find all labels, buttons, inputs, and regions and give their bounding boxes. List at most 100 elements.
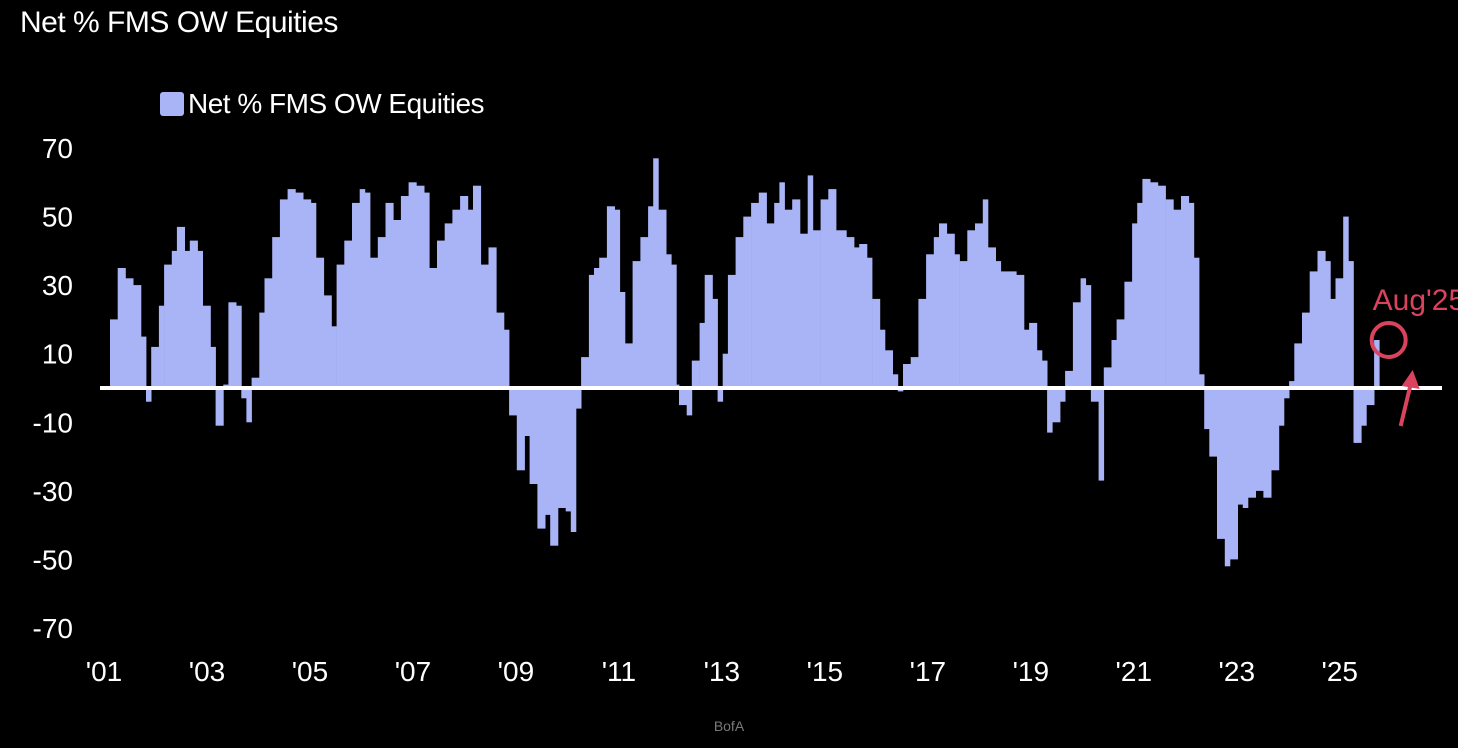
bar: [1072, 302, 1081, 388]
bar: [424, 192, 430, 388]
bar: [1132, 223, 1138, 388]
bar: [666, 254, 672, 388]
bar: [1193, 257, 1200, 388]
bar: [236, 305, 242, 388]
bar: [671, 264, 677, 388]
bar: [164, 264, 173, 388]
x-tick-label: '11: [602, 656, 636, 687]
bar: [859, 244, 868, 388]
bar: [1217, 388, 1226, 539]
bar: [946, 233, 955, 388]
bar: [565, 388, 572, 512]
bar: [879, 329, 886, 388]
bar: [1029, 322, 1038, 388]
bar: [202, 305, 211, 388]
bar: [743, 216, 752, 388]
bar: [516, 388, 525, 471]
bar: [1325, 261, 1331, 388]
bar: [259, 312, 265, 388]
bar: [954, 254, 960, 388]
bar: [717, 388, 724, 402]
x-tick-label: '23: [1219, 656, 1256, 687]
bar: [303, 199, 312, 388]
bar: [918, 298, 927, 388]
bar: [393, 220, 402, 388]
bar: [581, 357, 590, 388]
annotation-arrowhead: [1401, 370, 1420, 389]
bar: [758, 192, 767, 388]
bar: [251, 377, 260, 388]
bar: [295, 192, 304, 388]
bar: [272, 237, 281, 388]
bar: [215, 388, 224, 426]
bar: [1142, 178, 1151, 388]
bar: [444, 223, 453, 388]
bar: [866, 257, 873, 388]
bar: [1237, 388, 1244, 505]
bar: [1181, 196, 1190, 388]
bar: [691, 360, 700, 388]
bar: [323, 295, 332, 388]
bar: [537, 388, 546, 529]
bar: [344, 240, 353, 388]
annotation-circle: [1369, 321, 1408, 359]
bar: [110, 319, 119, 388]
bar: [766, 223, 775, 388]
bar: [1204, 388, 1210, 430]
bar: [1271, 388, 1280, 471]
bar: [1294, 343, 1303, 388]
bar: [910, 357, 919, 388]
bar: [1060, 388, 1066, 402]
bar: [1229, 388, 1238, 560]
bar: [385, 202, 394, 388]
bar: [467, 209, 474, 388]
bar: [1098, 388, 1105, 481]
bar: [1052, 388, 1061, 423]
bar: [1024, 329, 1030, 388]
bar: [246, 388, 252, 423]
bar: [529, 388, 538, 484]
bar: [1165, 199, 1174, 388]
x-tick-label: '15: [807, 656, 844, 687]
annotation-label: Aug'25: [1373, 284, 1458, 317]
bar: [686, 388, 693, 416]
bar: [800, 233, 809, 388]
bar: [779, 182, 785, 388]
bar: [939, 223, 948, 388]
y-tick-label: -30: [33, 476, 73, 507]
bar: [722, 353, 729, 388]
y-tick-label: 30: [42, 270, 73, 301]
bar: [1278, 388, 1285, 426]
bar: [1080, 278, 1087, 388]
bar: [146, 388, 152, 402]
bar: [884, 350, 893, 388]
bar: [640, 237, 649, 388]
bar: [1000, 271, 1009, 388]
bar: [1302, 312, 1311, 388]
bar: [975, 223, 984, 388]
x-tick-label: '09: [498, 656, 535, 687]
x-axis: '01 '03 '05 '07 '09 '11 '13 '15 '17 '19 '21 '23 '25: [86, 656, 1358, 687]
bar: [264, 278, 273, 388]
bar: [1242, 388, 1249, 508]
bar: [653, 158, 659, 388]
bar: [480, 264, 489, 388]
bar: [735, 237, 744, 388]
bar: [279, 199, 288, 388]
bar: [712, 298, 718, 388]
y-tick-label: 50: [42, 202, 73, 233]
bar: [751, 202, 760, 388]
bar: [189, 240, 198, 388]
bar: [820, 199, 829, 388]
bar: [1199, 374, 1205, 388]
bar: [679, 388, 688, 406]
bar: [1284, 388, 1290, 399]
bar: [570, 388, 577, 532]
bar: [854, 247, 860, 388]
bar: [1065, 370, 1074, 388]
bar: [1374, 340, 1380, 388]
bar: [1263, 388, 1272, 498]
bar: [699, 322, 706, 388]
bar: [370, 257, 379, 388]
bar: [316, 257, 325, 388]
